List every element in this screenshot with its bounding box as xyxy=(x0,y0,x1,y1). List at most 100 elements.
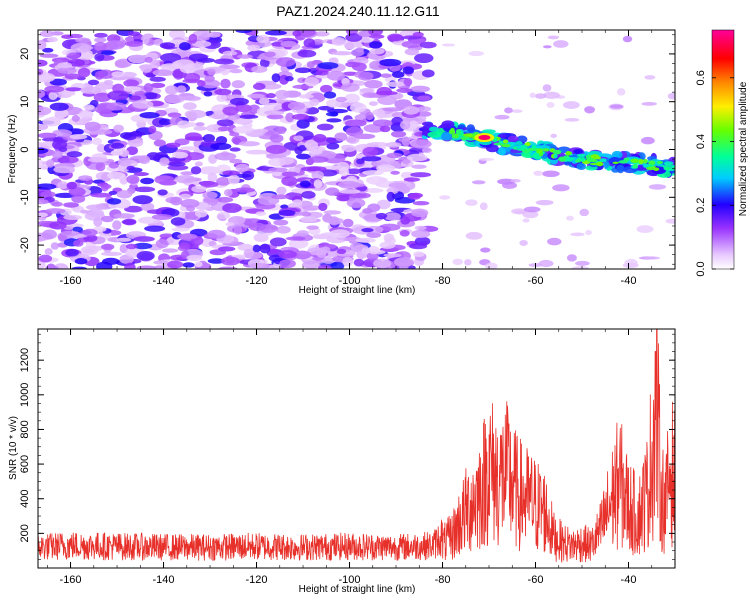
heatmap-cell xyxy=(361,228,374,233)
heatmap-cell xyxy=(338,180,360,189)
heatmap-cell xyxy=(412,32,424,37)
heatmap-cell xyxy=(326,137,337,144)
heatmap-cell xyxy=(609,104,624,109)
heatmap-cell xyxy=(264,110,285,116)
heatmap-cell xyxy=(421,69,435,78)
heatmap-cell xyxy=(408,120,419,130)
heatmap-cell xyxy=(255,128,269,134)
heatmap-cell xyxy=(350,49,365,57)
snr-xtick-label: -40 xyxy=(621,574,637,586)
heatmap-cell xyxy=(403,77,413,87)
heatmap-cell xyxy=(313,31,330,37)
heatmap-cell xyxy=(502,181,517,189)
heatmap-cell xyxy=(207,258,226,264)
heatmap-cell xyxy=(414,53,434,64)
heatmap-cell xyxy=(128,54,148,64)
heatmap-cell xyxy=(67,52,81,59)
heatmap-cell xyxy=(451,133,460,139)
heatmap-cell xyxy=(190,166,202,175)
heatmap-cell xyxy=(271,73,281,83)
heatmap-cell xyxy=(46,36,59,43)
heatmap-cell xyxy=(149,76,166,82)
heatmap-cell xyxy=(57,155,79,164)
heatmap-cell xyxy=(192,40,212,48)
heatmap-cell xyxy=(112,220,122,231)
heatmap-cell xyxy=(345,126,364,137)
heatmap-cell xyxy=(133,236,155,242)
heatmap-cell xyxy=(183,102,197,111)
snr-ylabel: SNR (10 * v/v) xyxy=(8,416,19,480)
heatmap-cell xyxy=(562,101,580,109)
heatmap-cell xyxy=(522,218,530,223)
heatmap-cell xyxy=(382,107,404,112)
heatmap-cell xyxy=(367,203,381,212)
heatmap-cell xyxy=(346,198,366,208)
heatmap-cell xyxy=(378,223,401,232)
heatmap-cell xyxy=(285,236,306,241)
spectrogram-xtick-label: -140 xyxy=(153,275,175,287)
heatmap-cell xyxy=(547,237,562,246)
heatmap-cell xyxy=(183,72,201,83)
heatmap-cell xyxy=(292,211,308,216)
heatmap-cell xyxy=(468,50,485,57)
heatmap-cell xyxy=(222,203,242,213)
spectrogram-heatmap xyxy=(38,30,675,269)
heatmap-cell xyxy=(523,206,541,213)
heatmap-cell xyxy=(162,248,179,253)
heatmap-cell xyxy=(515,210,527,214)
heatmap-cell xyxy=(207,198,218,206)
heatmap-cell xyxy=(542,45,552,49)
heatmap-cell xyxy=(599,158,607,163)
heatmap-cell xyxy=(279,156,294,165)
heatmap-cell xyxy=(297,145,307,152)
snr-xtick-label: -60 xyxy=(528,574,544,586)
heatmap-peak xyxy=(478,135,491,141)
heatmap-cell xyxy=(123,86,142,92)
heatmap-cell xyxy=(84,121,101,132)
heatmap-cell xyxy=(171,227,191,232)
heatmap-cell xyxy=(632,163,638,169)
heatmap-cell xyxy=(361,155,382,162)
heatmap-cell xyxy=(401,136,411,147)
heatmap-cell xyxy=(663,161,674,166)
heatmap-cell xyxy=(121,71,137,78)
heatmap-cell xyxy=(368,101,378,106)
heatmap-cell xyxy=(575,260,590,266)
heatmap-cell xyxy=(380,73,392,78)
heatmap-cell xyxy=(231,80,245,89)
heatmap-cell xyxy=(343,39,357,50)
snr-ytick-label: 800 xyxy=(19,420,31,438)
heatmap-cell xyxy=(276,186,287,195)
heatmap-cell xyxy=(38,212,48,218)
heatmap-cell xyxy=(411,208,429,218)
heatmap-cell xyxy=(326,118,342,123)
heatmap-cell xyxy=(38,132,57,139)
heatmap-cell xyxy=(419,41,437,49)
heatmap-cell xyxy=(427,131,442,138)
heatmap-cell xyxy=(93,217,103,227)
heatmap-cell xyxy=(216,176,231,186)
heatmap-cell xyxy=(573,149,583,155)
heatmap-cell xyxy=(315,70,329,76)
heatmap-cell xyxy=(417,95,431,101)
heatmap-cell xyxy=(38,59,48,67)
heatmap-cell xyxy=(38,68,44,76)
heatmap-cell xyxy=(63,202,80,208)
heatmap-cell xyxy=(616,164,625,174)
heatmap-cell xyxy=(165,142,181,148)
heatmap-cell xyxy=(325,187,340,196)
heatmap-cell xyxy=(72,226,83,232)
snr-panel: -160 -140 -120 -100 -80 -60 -40 200 400 600 800 100… xyxy=(8,328,676,595)
heatmap-cell xyxy=(586,157,595,163)
heatmap-cell xyxy=(299,180,311,188)
heatmap-cell xyxy=(372,119,393,127)
heatmap-cell xyxy=(383,253,402,258)
heatmap-cell xyxy=(194,161,203,167)
spectrogram-ytick-label: 0 xyxy=(19,146,31,152)
heatmap-cell xyxy=(531,145,537,150)
heatmap-cell xyxy=(342,71,359,76)
heatmap-cell xyxy=(207,229,226,239)
heatmap-cell xyxy=(217,126,231,132)
heatmap-cell xyxy=(210,142,232,151)
heatmap-cell xyxy=(54,108,69,118)
